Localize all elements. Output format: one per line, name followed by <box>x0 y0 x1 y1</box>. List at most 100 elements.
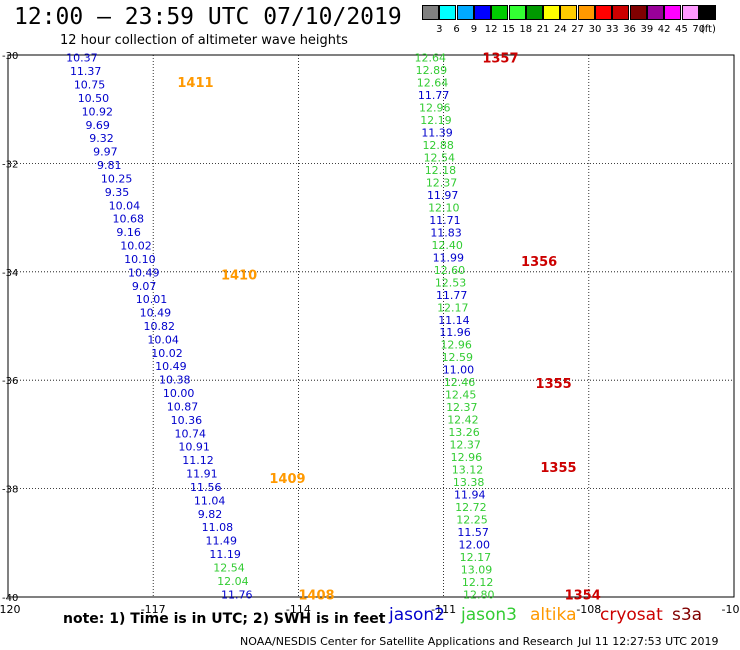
wave-height-value: 12.54 <box>213 561 245 574</box>
wave-height-value: 12.42 <box>447 414 479 427</box>
colorbar-cell <box>543 5 561 20</box>
wave-height-value: 12.96 <box>440 339 472 352</box>
wave-height-value: 12.80 <box>463 588 495 601</box>
pass-time-label: 1355 <box>540 461 576 476</box>
wave-height-value: 13.09 <box>461 563 493 576</box>
wave-height-value: 11.00 <box>443 364 475 377</box>
legend-altika: altika <box>530 605 577 625</box>
wave-height-value: 12.64 <box>415 52 447 65</box>
wave-height-value: 11.91 <box>186 468 218 481</box>
wave-height-value: 12.04 <box>217 575 249 588</box>
wave-height-value: 10.68 <box>113 213 145 226</box>
colorbar-label: 33 <box>605 24 619 35</box>
pass-time-label: 1411 <box>177 76 213 91</box>
notes-text: note: 1) Time is in UTC; 2) SWH is in fe… <box>63 611 386 627</box>
colorbar-cell <box>664 5 682 20</box>
pass-time-label: 1356 <box>521 255 557 270</box>
page-title: 12:00 – 23:59 UTC 07/10/2019 <box>14 4 402 30</box>
wave-height-value: 9.07 <box>132 280 157 293</box>
x-tick-label: -114 <box>286 603 311 616</box>
wave-height-value: 12.17 <box>460 551 492 564</box>
map-frame <box>7 54 735 598</box>
colorbar-label: 36 <box>623 24 636 35</box>
pass-time-label: 1408 <box>298 588 334 603</box>
wave-height-value: 10.75 <box>74 79 106 92</box>
wave-height-value: 11.77 <box>436 289 468 302</box>
wave-height-value: 10.37 <box>66 52 98 65</box>
wave-height-value: 9.81 <box>97 159 122 172</box>
wave-height-value: 11.08 <box>202 521 234 534</box>
colorbar-cell <box>491 5 509 20</box>
wave-height-value: 12.60 <box>434 264 466 277</box>
colorbar-cell <box>577 5 595 20</box>
y-tick-label: -34 <box>2 268 18 279</box>
pass-time-label: 1357 <box>482 52 518 67</box>
colorbar-label: 9 <box>470 24 478 35</box>
wave-height-value: 10.92 <box>82 105 114 118</box>
wave-height-value: 11.39 <box>421 127 453 140</box>
colorbar-label: 39 <box>640 24 654 35</box>
wave-height-value: 10.04 <box>147 333 179 346</box>
colorbar-cell <box>595 5 612 20</box>
x-tick-label: -105 <box>722 603 740 616</box>
colorbar-label: 45 <box>675 24 688 35</box>
x-tick-label: -111 <box>431 603 456 616</box>
wave-height-value: 13.12 <box>452 464 484 477</box>
wave-height-value: 11.96 <box>439 326 471 339</box>
wave-height-value: 10.91 <box>178 441 210 454</box>
x-tick-label: -108 <box>576 603 601 616</box>
colorbar-cell <box>560 5 578 20</box>
wave-height-value: 10.02 <box>151 347 183 360</box>
wave-height-value: 11.04 <box>194 494 226 507</box>
wave-height-value: 12.59 <box>442 351 474 364</box>
colorbar-label: 12 <box>484 24 498 35</box>
wave-height-value: 9.35 <box>105 186 130 199</box>
wave-height-value: 12.00 <box>458 538 490 551</box>
wave-height-value: 12.45 <box>445 389 477 402</box>
wave-height-value: 11.19 <box>209 548 241 561</box>
wave-height-value: 10.04 <box>109 199 141 212</box>
wave-height-value: 11.83 <box>430 226 462 239</box>
wave-height-value: 10.87 <box>167 400 199 413</box>
colorbar-cell <box>422 5 439 20</box>
colorbar-cell <box>473 5 491 20</box>
colorbar-cell <box>612 5 630 20</box>
wave-height-value: 10.00 <box>163 387 195 400</box>
wave-height-value: 10.82 <box>144 320 176 333</box>
wave-height-value: 12.72 <box>455 501 487 514</box>
colorbar-unit: (ft) <box>700 24 716 35</box>
colorbar-cell <box>629 5 647 20</box>
colorbar-label: 27 <box>571 24 585 35</box>
wave-height-value: 12.17 <box>437 301 469 314</box>
wave-height-value: 10.02 <box>120 240 151 253</box>
wave-height-value: 10.10 <box>124 253 156 266</box>
wave-height-value: 12.96 <box>451 451 483 464</box>
generated-timestamp: Jul 11 12:27:53 UTC 2019 <box>578 635 719 648</box>
wave-height-value: 11.37 <box>70 65 102 78</box>
wave-height-value: 9.97 <box>93 146 118 159</box>
pass-time-label: 1354 <box>565 588 601 603</box>
colorbar-label: 24 <box>554 24 567 35</box>
colorbar-label: 30 <box>588 24 602 35</box>
colorbar-label: 15 <box>502 24 515 35</box>
colorbar-label: 42 <box>657 24 671 35</box>
wave-height-value: 12.53 <box>435 276 467 289</box>
wave-height-value: 12.88 <box>422 139 454 152</box>
wave-height-value: 12.96 <box>419 102 451 115</box>
colorbar-cell <box>646 5 664 20</box>
wave-height-value: 11.99 <box>433 251 465 264</box>
wave-height-value: 10.36 <box>171 414 203 427</box>
pass-time-label: 1410 <box>221 269 257 284</box>
wave-height-value: 12.89 <box>416 64 448 77</box>
wave-height-value: 12.40 <box>431 239 463 252</box>
y-tick-label: -36 <box>2 376 18 387</box>
colorbar-cell <box>525 5 543 20</box>
wave-height-value: 11.97 <box>427 189 459 202</box>
pass-time-label: 1355 <box>536 377 572 392</box>
wave-height-value: 12.37 <box>446 401 478 414</box>
wave-height-value: 12.54 <box>424 152 456 165</box>
wave-height-value: 12.64 <box>417 77 449 90</box>
colorbar-label: 21 <box>536 24 550 35</box>
